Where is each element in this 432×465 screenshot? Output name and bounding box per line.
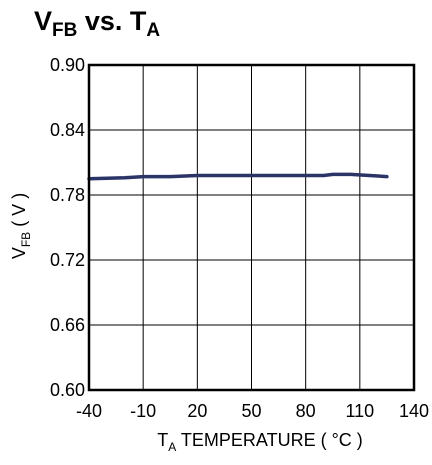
x-tick-label: -10 <box>130 401 156 421</box>
x-axis-label-main: T <box>157 430 168 450</box>
x-tick-label: -40 <box>76 401 102 421</box>
x-tick-labels: -40 -10 20 50 80 110 140 <box>76 401 429 421</box>
x-axis-label-sub: A <box>168 440 176 454</box>
y-tick-label: 0.78 <box>50 185 85 205</box>
chart-title-sub: FB <box>52 20 77 41</box>
series-layer <box>87 172 389 181</box>
x-tick-label: 140 <box>399 401 429 421</box>
y-tick-label: 0.84 <box>50 120 85 140</box>
plot-frame <box>87 63 416 392</box>
chart-title-sub2: A <box>146 20 160 41</box>
y-axis-label-main: V <box>9 247 29 259</box>
y-axis-label: VFB ( V ) <box>9 193 33 259</box>
grid <box>88 64 415 391</box>
x-tick-label: 50 <box>241 401 261 421</box>
x-tick-label: 110 <box>345 401 374 421</box>
x-axis-label-rest: TEMPERATURE ( °C ) <box>176 430 363 450</box>
y-axis-label-rest: ( V ) <box>9 193 29 232</box>
y-tick-label: 0.66 <box>50 315 85 335</box>
y-tick-labels: 0.60 0.66 0.72 0.78 0.84 0.90 <box>50 55 85 400</box>
series-line <box>87 172 389 181</box>
chart-title: VFB vs. TA <box>34 6 160 41</box>
y-axis-label-sub: FB <box>19 232 33 247</box>
chart-title-main: V <box>34 6 52 36</box>
y-tick-label: 0.60 <box>50 380 85 400</box>
x-tick-label: 20 <box>187 401 207 421</box>
y-tick-label: 0.72 <box>50 250 85 270</box>
x-tick-label: 80 <box>296 401 316 421</box>
y-tick-label: 0.90 <box>50 55 85 75</box>
x-axis-label: TA TEMPERATURE ( °C ) <box>157 430 363 454</box>
chart-title-mid: vs. T <box>77 6 147 36</box>
